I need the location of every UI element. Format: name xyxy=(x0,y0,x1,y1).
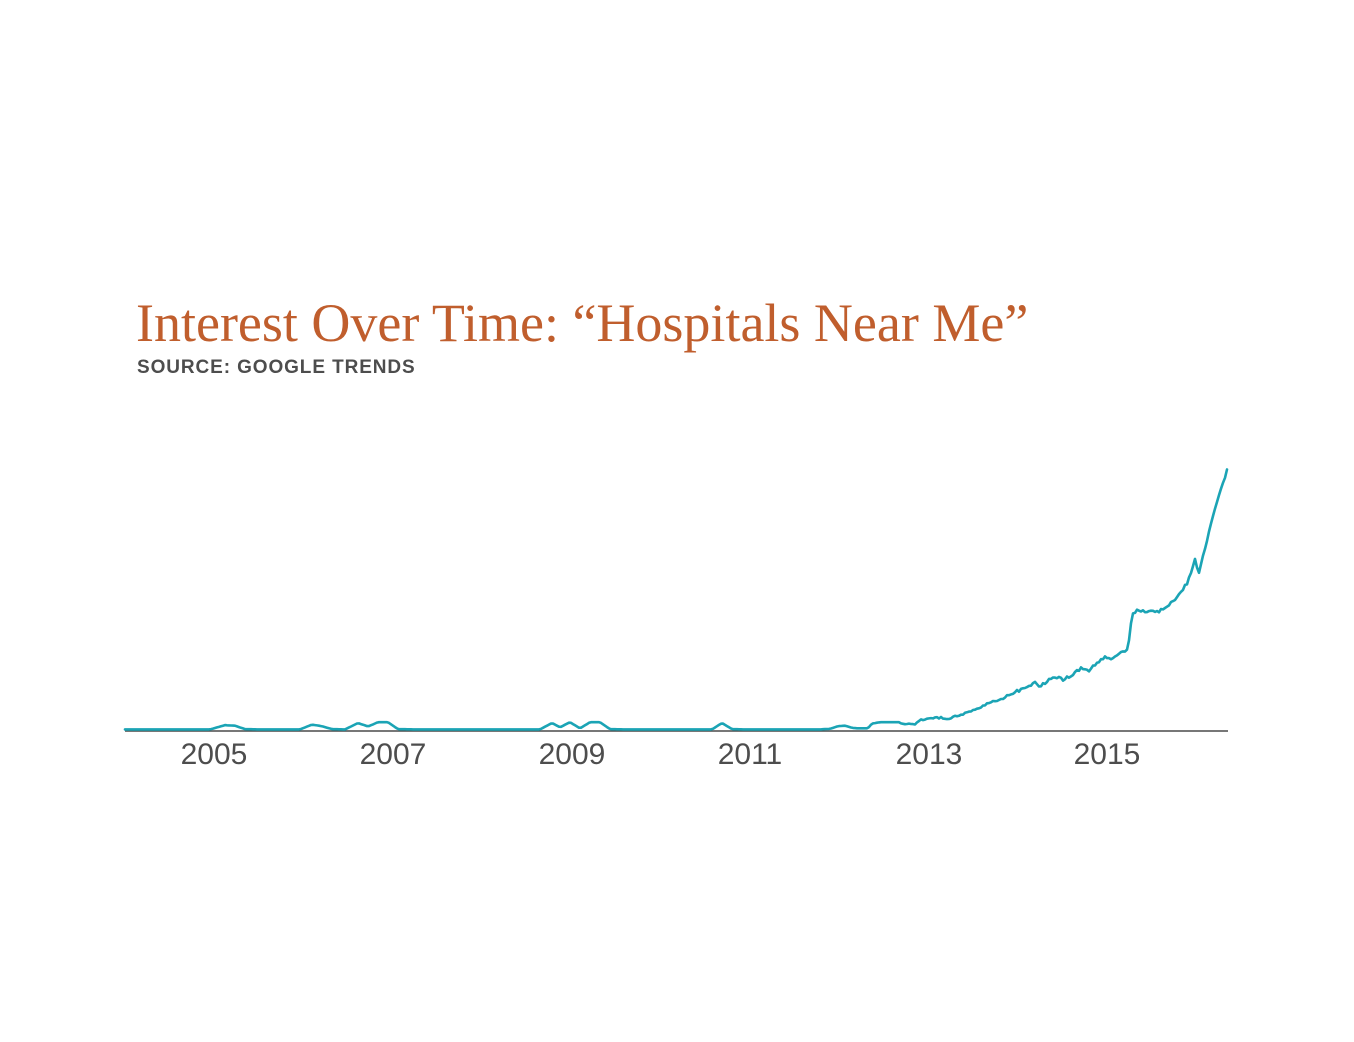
svg-text:2009: 2009 xyxy=(539,738,606,771)
svg-text:2011: 2011 xyxy=(718,738,783,771)
svg-text:2007: 2007 xyxy=(360,738,427,771)
svg-text:2005: 2005 xyxy=(181,738,248,771)
svg-text:2013: 2013 xyxy=(896,738,963,771)
svg-text:2015: 2015 xyxy=(1074,738,1141,771)
